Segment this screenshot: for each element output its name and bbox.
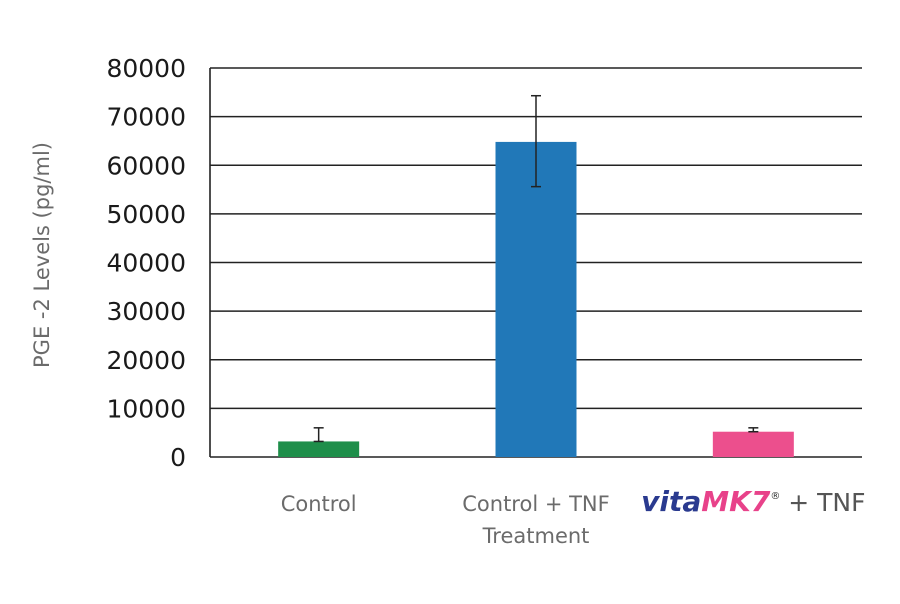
- x-category-label: Control + TNF: [462, 492, 609, 516]
- y-tick-label: 80000: [106, 54, 186, 83]
- error-bar: [748, 427, 759, 433]
- x-category-label: Treatment: [482, 524, 590, 548]
- y-tick-label: 60000: [106, 151, 186, 180]
- y-tick-label: 20000: [106, 346, 186, 375]
- brand-mk7: MK7: [701, 485, 771, 518]
- error-bars: [313, 94, 759, 443]
- y-tick-label: 30000: [106, 297, 186, 326]
- brand-suffix: + TNF: [780, 488, 865, 517]
- y-tick-label: 0: [170, 443, 186, 472]
- y-tick-label: 70000: [106, 103, 186, 132]
- bars: [278, 141, 794, 457]
- brand-vita: vita: [641, 485, 701, 518]
- y-tick-label: 50000: [106, 200, 186, 229]
- x-category-label: Control: [281, 492, 357, 516]
- x-axis-categories: Control Control + TNF Treatment vitaMK7® + …: [281, 485, 866, 548]
- x-category-label-brand: vitaMK7® + TNF: [641, 485, 865, 518]
- bar: [278, 441, 360, 457]
- y-tick-label: 40000: [106, 249, 186, 278]
- registered-mark: ®: [770, 491, 780, 502]
- error-bar: [313, 427, 324, 443]
- y-axis-label: PGE -2 Levels (pg/ml): [30, 142, 54, 368]
- y-axis-ticks: 0 10000 20000 30000 40000 50000 60000 70000 8000…: [106, 54, 186, 472]
- y-tick-label: 10000: [106, 394, 186, 423]
- bar: [495, 141, 577, 457]
- error-bar: [531, 94, 541, 188]
- bar: [712, 431, 794, 457]
